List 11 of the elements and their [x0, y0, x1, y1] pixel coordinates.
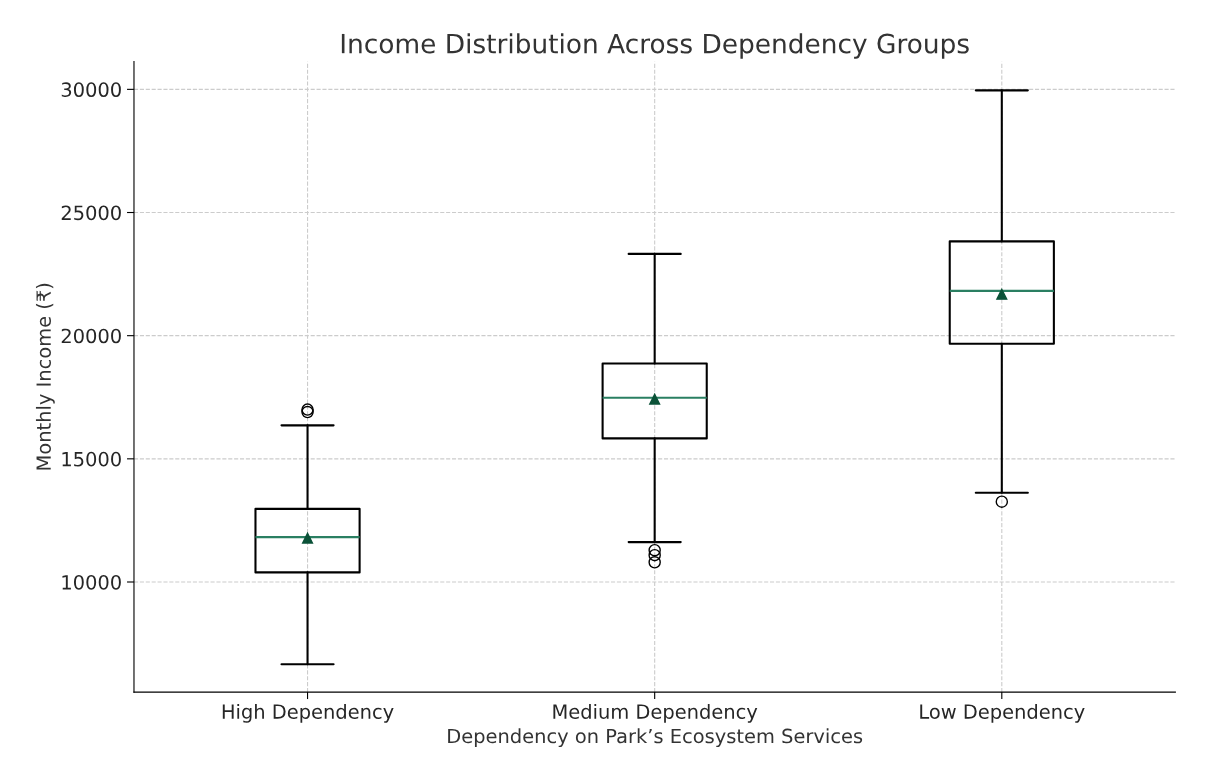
x-tick-label: High Dependency [222, 703, 394, 723]
y-tick-label: 25000 [61, 205, 121, 221]
x-tick-label: Medium Dependency [553, 703, 758, 723]
y-tick-label: 15000 [62, 451, 121, 467]
chart-title: Income Distribution Across Dependency Groups [341, 33, 969, 59]
y-tick-label: 20000 [61, 328, 121, 344]
y-tick-label: 30000 [61, 82, 121, 98]
x-axis-title: Dependency on Park’s Ecosystem Services [448, 728, 863, 748]
y-tick-label: 10000 [62, 574, 121, 590]
x-tick-label: Low Dependency [920, 703, 1085, 723]
y-axis-title: Monthly Income (₹) [35, 283, 55, 470]
